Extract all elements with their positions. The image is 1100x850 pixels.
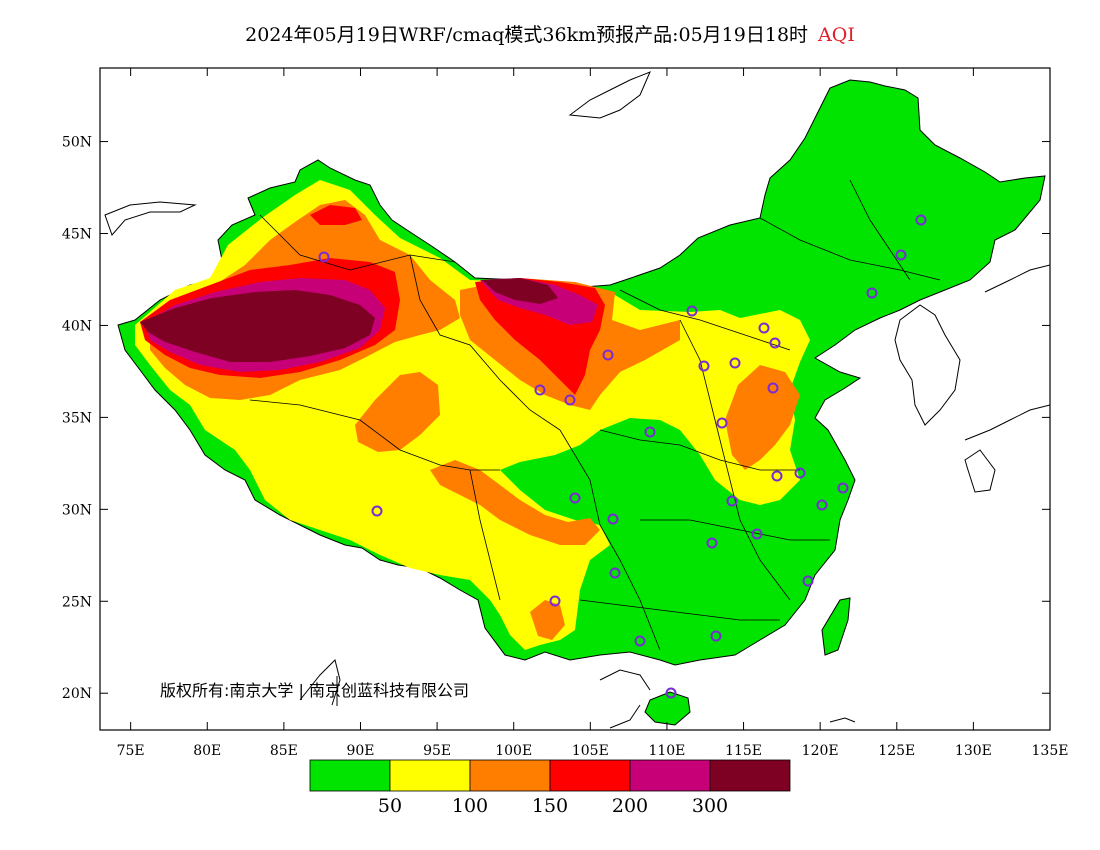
map-layers: 版权所有:南京大学 | 南京创蓝科技有限公司 (104, 71, 1050, 729)
y-tick-label: 50N (62, 135, 92, 151)
x-tick-label: 85E (270, 743, 298, 759)
neighbor-coastlines (104, 71, 1050, 729)
legend-swatch (469, 759, 551, 792)
x-tick-label: 130E (955, 743, 992, 759)
y-axis: 20N 25N 30N 35N 40N 45N 50N (62, 135, 1050, 702)
x-tick-label: 100E (495, 743, 532, 759)
legend-label: 150 (532, 795, 568, 817)
legend-swatch (389, 759, 471, 792)
copyright-block: 版权所有:南京大学 | 南京创蓝科技有限公司 (160, 676, 469, 706)
hainan-island (644, 691, 691, 726)
province-boundaries (249, 179, 941, 651)
x-tick-label: 135E (1032, 743, 1069, 759)
x-tick-label: 125E (878, 743, 915, 759)
aqi-zone-maroon-central (482, 278, 558, 304)
legend-swatch (709, 759, 791, 792)
legend: 50 100 150 200 300 (309, 759, 791, 817)
city-station-markers (318, 214, 927, 699)
y-tick-label: 35N (62, 410, 92, 426)
x-tick-label: 95E (423, 743, 451, 759)
y-tick-label: 45N (62, 227, 92, 243)
legend-label: 200 (612, 795, 648, 817)
y-tick-label: 20N (62, 686, 92, 702)
map-frame (99, 67, 1051, 731)
legend-swatch (309, 759, 391, 792)
chart-title: 2024年05月19日WRF/cmaq模式36km预报产品:05月19日18时 A… (0, 20, 1100, 47)
x-tick-label: 90E (346, 743, 374, 759)
x-tick-label: 110E (648, 743, 685, 759)
title-main: 2024年05月19日WRF/cmaq模式36km预报产品:05月19日18时 (245, 24, 809, 46)
aqi-zone-orange-east (725, 365, 800, 470)
x-tick-label: 120E (802, 743, 839, 759)
aqi-zone-red-north (310, 205, 362, 225)
legend-label: 100 (452, 795, 488, 817)
taiwan-island (821, 597, 851, 656)
aqi-zone-orange-yunnan (530, 600, 565, 640)
legend-label: 300 (692, 795, 728, 817)
x-tick-label: 115E (725, 743, 762, 759)
legend-label: 50 (378, 795, 402, 817)
aqi-zone-maroon-west (140, 290, 375, 362)
x-tick-label: 75E (117, 743, 145, 759)
title-variable: AQI (818, 24, 855, 46)
y-tick-label: 30N (62, 502, 92, 518)
y-tick-label: 40N (62, 318, 92, 334)
x-tick-label: 105E (572, 743, 609, 759)
copyright-text: 版权所有:南京大学 | 南京创蓝科技有限公司 (160, 681, 469, 700)
legend-swatch (549, 759, 631, 792)
x-tick-label: 80E (193, 743, 221, 759)
y-tick-label: 25N (62, 594, 92, 610)
legend-swatch (629, 759, 711, 792)
x-axis: 75E 80E 85E 90E 95E 100E 105E 110E 115E 120E 125E 1… (117, 68, 1069, 759)
